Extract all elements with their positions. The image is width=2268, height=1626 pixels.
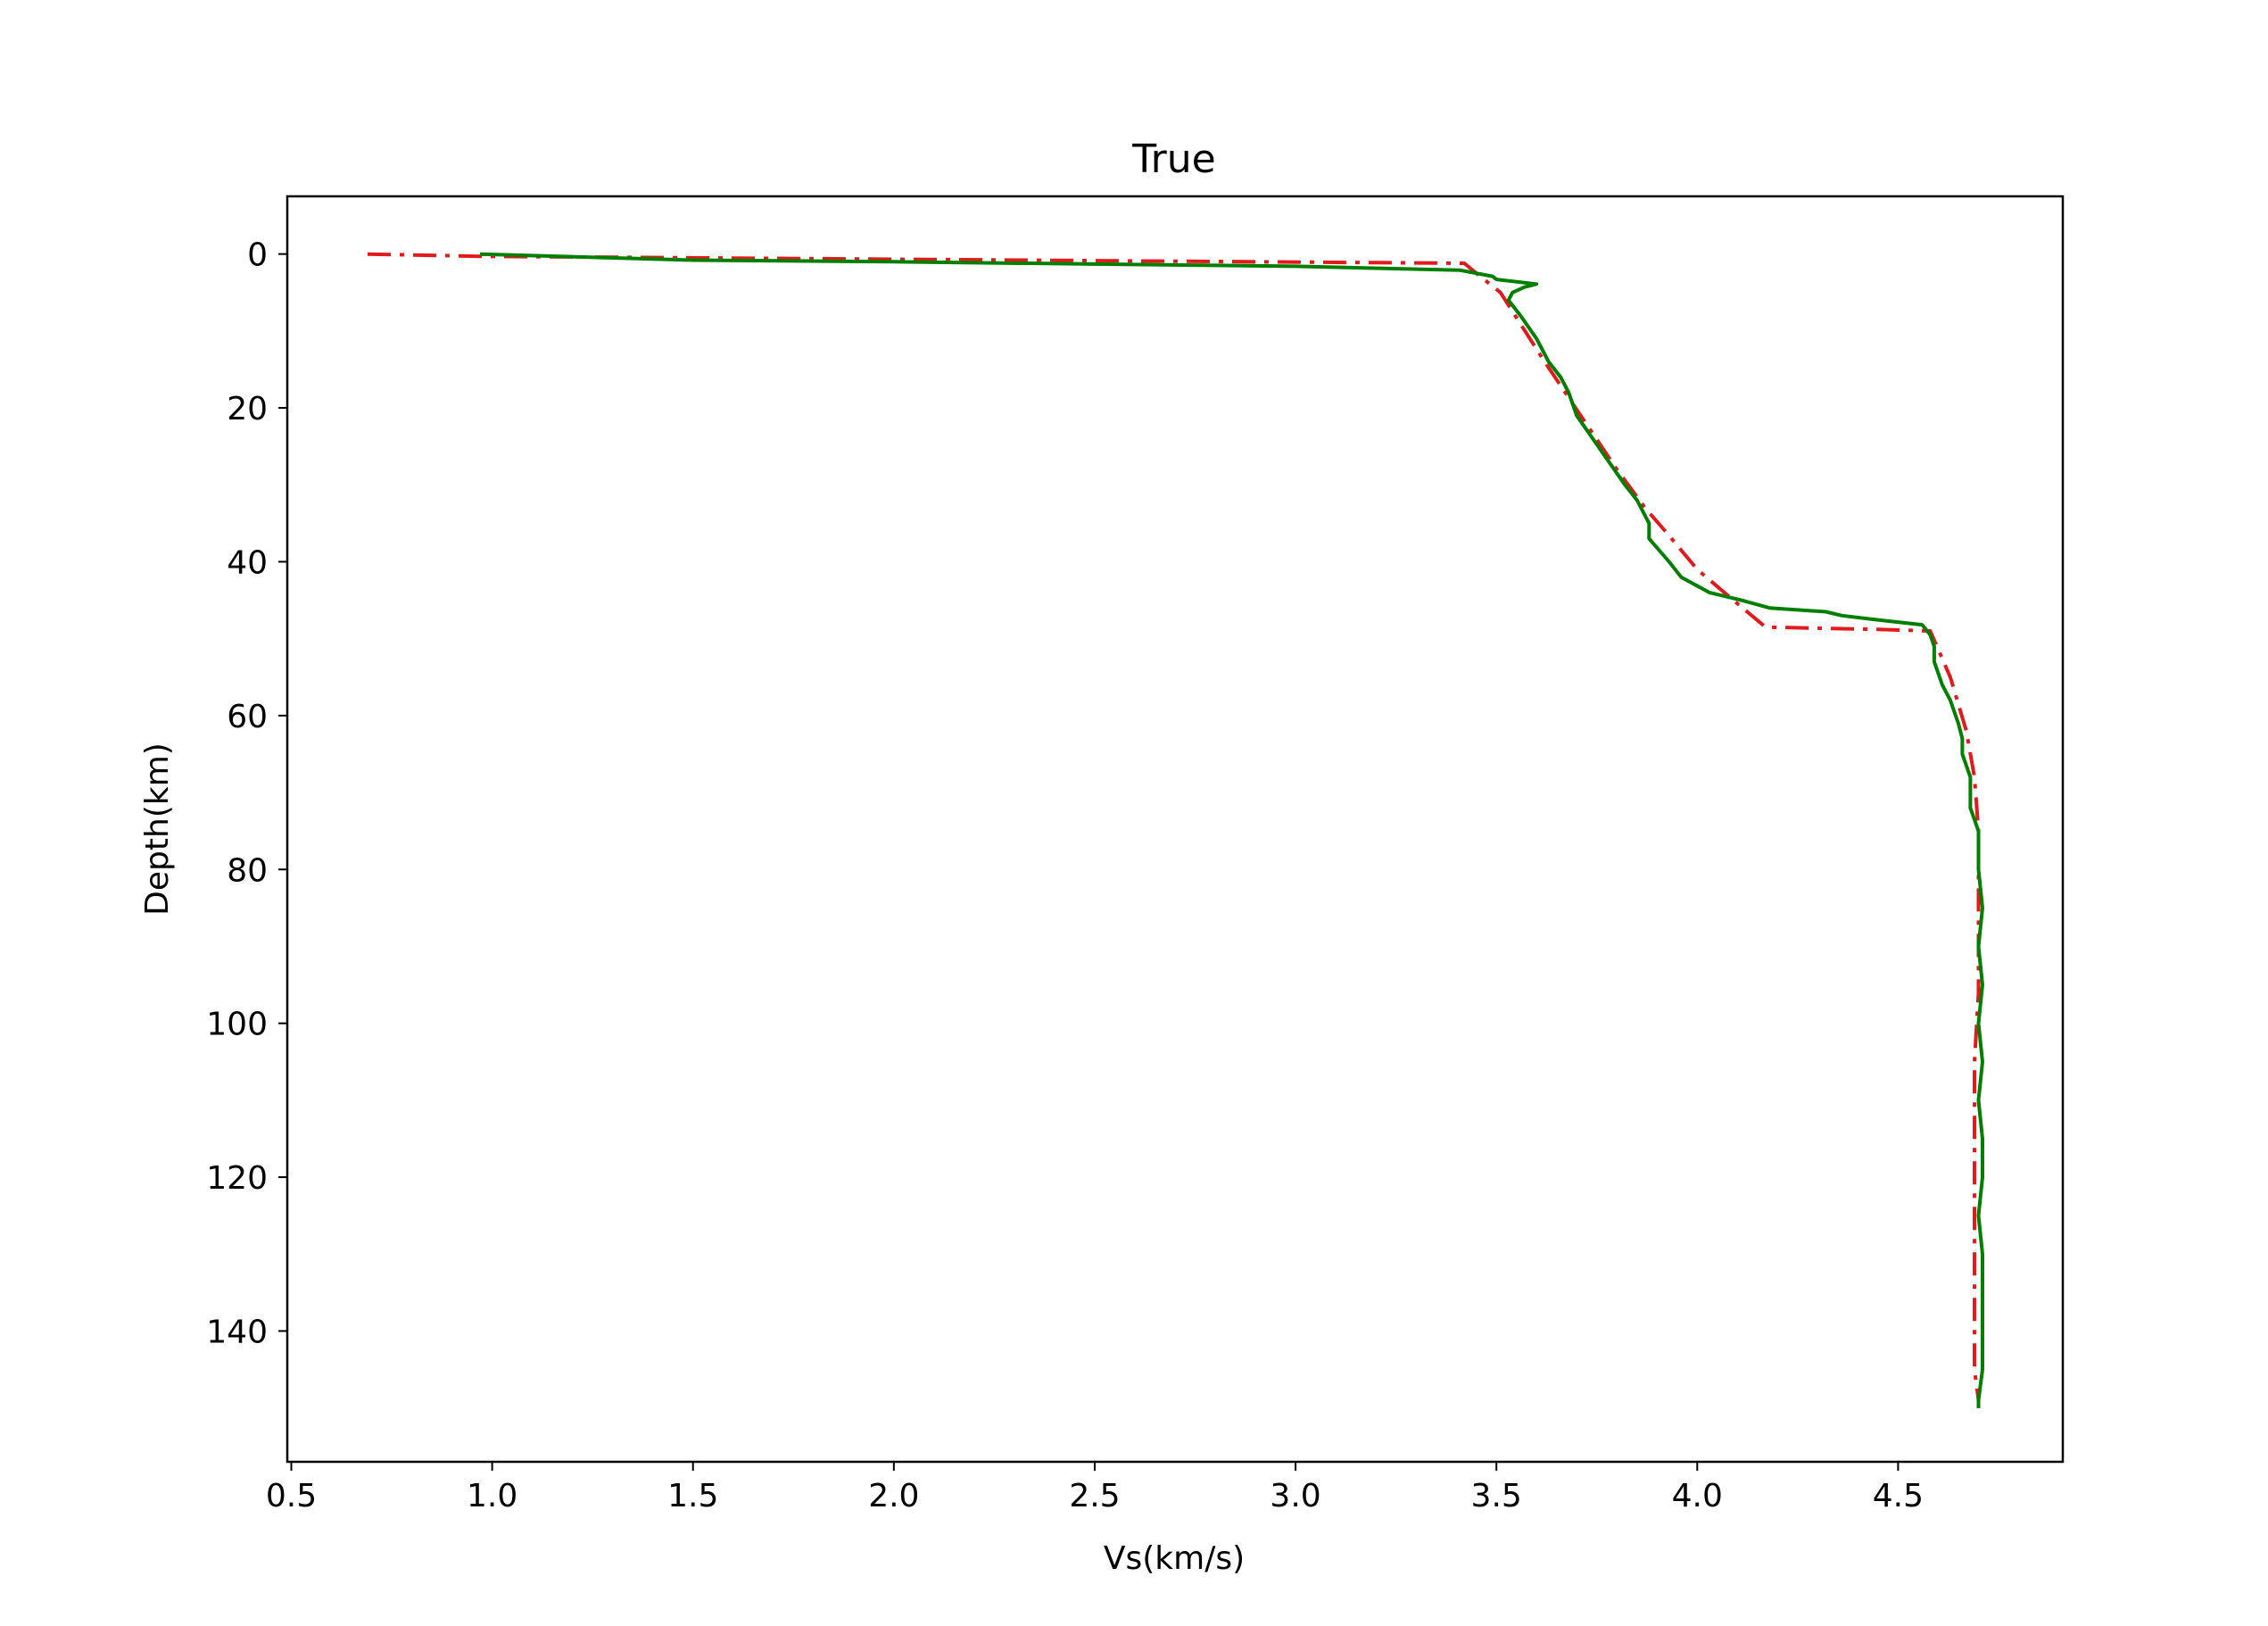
x-tick-label: 1.0 [467, 1478, 517, 1514]
y-tick-label: 120 [206, 1160, 268, 1197]
y-tick-label: 0 [247, 237, 268, 274]
series-line-2 [480, 252, 1984, 1408]
series-line-1 [367, 252, 1981, 1408]
x-tick-label: 2.0 [868, 1478, 919, 1514]
plot-frame [286, 195, 2065, 1464]
y-tick-label: 140 [206, 1314, 268, 1350]
y-tick-label: 100 [206, 1007, 268, 1043]
x-tick-label: 0.5 [266, 1478, 317, 1514]
x-tick-label: 4.5 [1873, 1478, 1924, 1514]
x-tick-label: 1.5 [667, 1478, 718, 1514]
series-layer [367, 252, 1984, 1408]
y-tick-label: 80 [227, 852, 268, 889]
x-tick-label: 4.0 [1672, 1478, 1723, 1514]
y-tick-label: 20 [227, 391, 268, 427]
y-tick-label: 60 [227, 699, 268, 735]
y-tick-label: 40 [227, 544, 268, 581]
x-axis: 0.5 1.0 1.5 2.0 2.5 3.0 3.5 4.0 4.5 [266, 1462, 1924, 1514]
x-tick-label: 2.5 [1069, 1478, 1120, 1514]
x-tick-label: 3.5 [1471, 1478, 1522, 1514]
y-axis: 0 20 40 60 80 100 120 140 [206, 237, 287, 1350]
x-tick-label: 3.0 [1270, 1478, 1320, 1514]
x-axis-label: Vs(km/s) [1104, 1540, 1245, 1577]
chart-title: True [1131, 137, 1215, 182]
y-axis-label: Depth(km) [139, 742, 176, 916]
